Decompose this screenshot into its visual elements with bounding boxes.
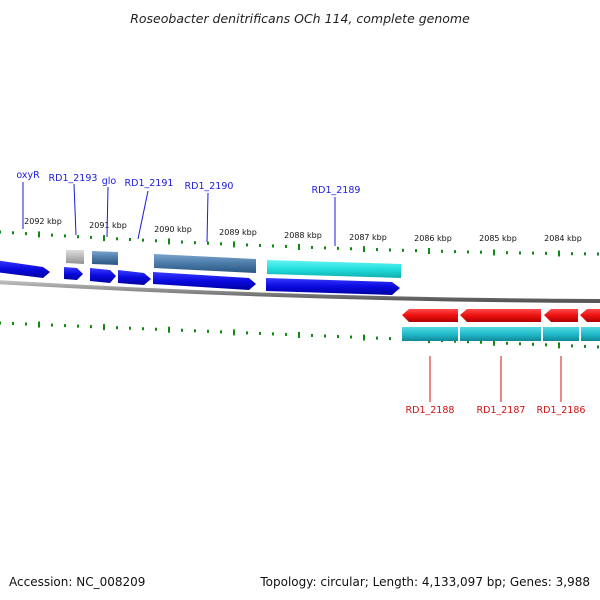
kbp-label: 2088 kbp (284, 231, 322, 240)
leader-line (106, 186, 109, 238)
genome-summary-text: Topology: circular; Length: 4,133,097 bp… (259, 575, 590, 589)
kbp-label: 2089 kbp (219, 228, 257, 237)
leader-line (206, 192, 209, 243)
gene-label-rd1-2188[interactable]: RD1_2188 (406, 405, 455, 416)
gene-label-rd1-2193[interactable]: RD1_2193 (49, 173, 98, 184)
cds-arrow-rd1-2186[interactable] (544, 309, 578, 322)
cds-arrow-glo[interactable] (90, 268, 116, 283)
gene-feature-oxyR-region[interactable] (66, 250, 84, 264)
cds-arrow-rd1-2189[interactable] (266, 278, 400, 295)
cds-arrow-offscreen[interactable] (580, 309, 600, 322)
gene-label-oxyR[interactable]: oxyR (16, 170, 40, 181)
leader-line (73, 183, 77, 236)
leader-line (137, 190, 149, 240)
cds-arrow-rd1-2187[interactable] (460, 309, 541, 322)
kbp-label: 2091 kbp (89, 221, 127, 230)
reverse-gene-labels: RD1_2188 RD1_2187 RD1_2186 (406, 405, 586, 416)
map-title: Roseobacter denitrificans OCh 114, compl… (130, 11, 470, 26)
reverse-label-leaders (429, 356, 562, 402)
gene-feature-rd1-2190[interactable] (154, 254, 256, 273)
gene-label-rd1-2191[interactable]: RD1_2191 (125, 178, 174, 189)
cds-arrow-rd1-2191[interactable] (118, 270, 151, 285)
cds-arrow-rd1-2193[interactable] (64, 267, 83, 280)
gene-feature-glo[interactable] (92, 251, 118, 265)
forward-label-leaders (22, 182, 336, 246)
kbp-label: 2090 kbp (154, 225, 192, 234)
reverse-feature-track (402, 327, 600, 341)
gene-feature-rd1-2189[interactable] (267, 260, 401, 278)
forward-cds-track (0, 260, 400, 295)
genome-backbone (0, 280, 600, 303)
kbp-scale: 2092 kbp 2091 kbp 2090 kbp 2089 kbp 2088… (24, 217, 582, 243)
cds-arrow-rd1-2190[interactable] (153, 272, 256, 290)
cds-arrow-rd1-2188[interactable] (402, 309, 458, 322)
forward-feature-track (66, 250, 401, 278)
gene-feature-rd1-2186[interactable] (543, 327, 579, 341)
gene-feature-rd1-2188[interactable] (402, 327, 458, 341)
forward-gene-labels: oxyR RD1_2193 glo RD1_2191 RD1_2190 RD1_… (16, 170, 360, 196)
kbp-label: 2092 kbp (24, 217, 62, 226)
cds-arrow-oxyR[interactable] (0, 260, 50, 278)
kbp-label: 2085 kbp (479, 234, 517, 243)
gene-label-rd1-2189[interactable]: RD1_2189 (312, 185, 361, 196)
accession-text: Accession: NC_008209 (9, 575, 145, 589)
gene-label-glo[interactable]: glo (102, 176, 117, 187)
reverse-cds-track (402, 309, 600, 322)
upper-tick-track (0, 230, 599, 257)
gene-feature-rd1-2187[interactable] (460, 327, 541, 341)
gene-feature-offscreen[interactable] (581, 327, 600, 341)
gene-label-rd1-2187[interactable]: RD1_2187 (477, 405, 526, 416)
kbp-label: 2087 kbp (349, 233, 387, 242)
gene-label-rd1-2190[interactable]: RD1_2190 (185, 181, 234, 192)
gene-label-rd1-2186[interactable]: RD1_2186 (537, 405, 586, 416)
kbp-label: 2086 kbp (414, 234, 452, 243)
kbp-label: 2084 kbp (544, 234, 582, 243)
